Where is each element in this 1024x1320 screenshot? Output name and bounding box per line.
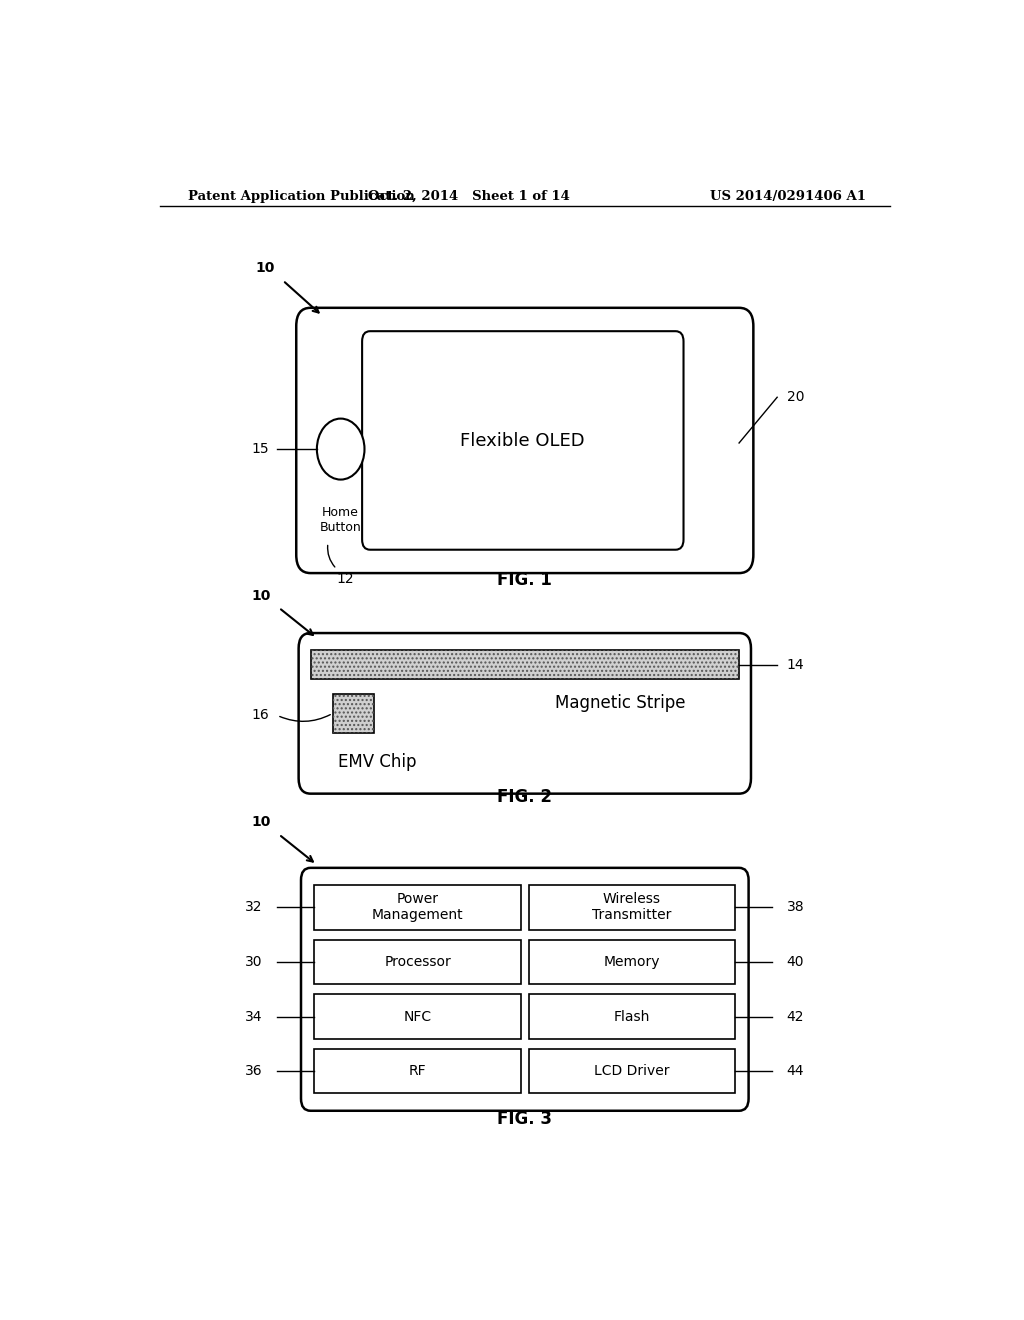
Text: 34: 34 — [246, 1010, 263, 1023]
Bar — [528, 940, 735, 985]
Text: 16: 16 — [252, 709, 269, 722]
Bar — [314, 1049, 521, 1093]
Bar — [310, 651, 739, 678]
Text: EMV Chip: EMV Chip — [338, 752, 417, 771]
Text: US 2014/0291406 A1: US 2014/0291406 A1 — [710, 190, 866, 202]
Text: RF: RF — [409, 1064, 426, 1078]
Text: Power
Management: Power Management — [372, 892, 464, 923]
Text: Magnetic Stripe: Magnetic Stripe — [555, 694, 685, 713]
FancyBboxPatch shape — [362, 331, 684, 549]
Text: Flexible OLED: Flexible OLED — [460, 432, 585, 450]
Bar — [333, 694, 374, 733]
Bar — [528, 1049, 735, 1093]
Text: 12: 12 — [337, 572, 354, 586]
FancyBboxPatch shape — [299, 634, 751, 793]
Text: Memory: Memory — [604, 954, 660, 969]
Text: LCD Driver: LCD Driver — [594, 1064, 670, 1078]
Bar — [314, 994, 521, 1039]
Circle shape — [316, 418, 365, 479]
Text: 42: 42 — [786, 1010, 804, 1023]
Text: 40: 40 — [786, 954, 804, 969]
Text: 44: 44 — [786, 1064, 804, 1078]
Text: Processor: Processor — [384, 954, 451, 969]
Text: Home
Button: Home Button — [319, 506, 361, 535]
Text: 30: 30 — [246, 954, 263, 969]
Text: Oct. 2, 2014   Sheet 1 of 14: Oct. 2, 2014 Sheet 1 of 14 — [369, 190, 570, 202]
Text: FIG. 2: FIG. 2 — [498, 788, 552, 805]
Text: Patent Application Publication: Patent Application Publication — [187, 190, 415, 202]
Text: 38: 38 — [786, 900, 804, 915]
Text: FIG. 1: FIG. 1 — [498, 572, 552, 589]
Text: 32: 32 — [246, 900, 263, 915]
Bar — [310, 651, 739, 678]
Bar — [528, 886, 735, 929]
Bar — [314, 886, 521, 929]
Text: 10: 10 — [252, 816, 270, 829]
Text: Flash: Flash — [613, 1010, 650, 1023]
Bar — [528, 994, 735, 1039]
Text: 10: 10 — [255, 261, 274, 276]
Text: 15: 15 — [252, 442, 269, 457]
Text: NFC: NFC — [403, 1010, 432, 1023]
Bar — [333, 694, 374, 733]
Text: Wireless
Transmitter: Wireless Transmitter — [592, 892, 672, 923]
Text: 14: 14 — [786, 657, 804, 672]
Text: 36: 36 — [246, 1064, 263, 1078]
FancyBboxPatch shape — [296, 308, 754, 573]
Bar — [314, 940, 521, 985]
FancyBboxPatch shape — [301, 867, 749, 1110]
Text: 20: 20 — [786, 391, 804, 404]
Text: FIG. 3: FIG. 3 — [498, 1110, 552, 1127]
Text: 10: 10 — [252, 589, 270, 602]
